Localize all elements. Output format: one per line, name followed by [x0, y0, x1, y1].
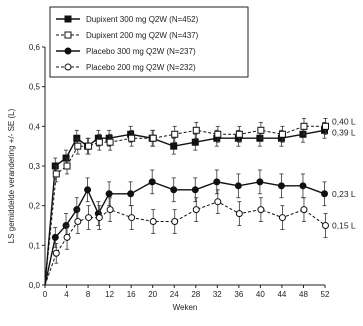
data-point — [214, 130, 222, 138]
data-point — [171, 218, 179, 226]
data-point — [277, 182, 285, 190]
y-tick-label: 0,2 — [29, 202, 41, 211]
data-point — [128, 214, 136, 222]
y-tick-label: 0,6 — [29, 43, 41, 52]
x-tick-label: 40 — [256, 290, 265, 299]
legend: Dupixent 300 mg Q2W (N=452) Dupixent 200 … — [49, 6, 249, 78]
data-point — [257, 206, 265, 214]
x-tick-label: 24 — [170, 290, 179, 299]
x-tick-label: 4 — [64, 290, 69, 299]
data-point — [95, 138, 103, 146]
x-tick-label: 16 — [127, 290, 136, 299]
y-tick-label: 0,4 — [29, 122, 41, 131]
data-point — [63, 162, 71, 170]
data-point — [63, 233, 71, 241]
data-point — [128, 134, 136, 142]
data-point — [148, 178, 156, 186]
data-point — [300, 206, 308, 214]
x-axis-ticks: 0 4 8 12 16 20 24 28 32 36 40 44 48 52 — [43, 285, 330, 299]
legend-item: Placebo 300 mg Q2W (N=237) — [56, 47, 196, 56]
end-value-label: 0,23 L — [332, 189, 356, 199]
data-point — [84, 186, 92, 194]
data-point — [191, 138, 199, 146]
data-point — [234, 182, 242, 190]
y-axis-label: LS gemiddelde verandering +/- SE (L) — [7, 108, 16, 243]
data-point — [106, 206, 114, 214]
data-point — [64, 31, 72, 39]
data-point — [85, 214, 93, 222]
legend-label: Placebo 300 mg Q2W (N=237) — [86, 47, 196, 56]
y-tick-label: 0,0 — [29, 281, 41, 290]
x-tick-label: 0 — [43, 290, 48, 299]
data-point — [321, 190, 328, 198]
data-point — [170, 186, 178, 194]
data-point — [192, 206, 200, 214]
y-tick-label: 0,1 — [29, 241, 41, 250]
data-point — [85, 142, 93, 150]
y-tick-label: 0,3 — [29, 162, 41, 171]
legend-label: Dupixent 200 mg Q2W (N=437) — [86, 31, 199, 40]
data-point — [74, 218, 82, 226]
data-point — [192, 126, 200, 134]
legend-item: Dupixent 300 mg Q2W (N=452) — [56, 15, 199, 24]
data-point — [322, 222, 329, 229]
series-line — [44, 201, 326, 286]
data-point — [299, 182, 307, 190]
x-tick-label: 48 — [299, 290, 308, 299]
end-labels: 0,39 L0,40 L 0,23 L 0,15 L — [332, 117, 356, 231]
series-2 — [44, 118, 329, 286]
data-point — [105, 190, 113, 198]
series-layer — [44, 118, 329, 286]
data-point — [74, 142, 82, 150]
data-point — [127, 190, 135, 198]
data-point — [170, 142, 178, 150]
x-tick-label: 44 — [277, 290, 286, 299]
data-point — [64, 15, 72, 23]
x-tick-label: 12 — [105, 290, 114, 299]
y-axis-ticks: 0,0 0,1 0,2 0,3 0,4 0,5 0,6 — [29, 43, 45, 290]
series-3 — [44, 169, 328, 286]
data-point — [256, 178, 264, 186]
data-point — [106, 138, 114, 146]
legend-item: Dupixent 200 mg Q2W (N=437) — [56, 31, 199, 40]
data-point — [214, 198, 222, 206]
data-point — [235, 130, 243, 138]
data-point — [278, 214, 286, 222]
data-point — [149, 134, 157, 142]
x-tick-label: 32 — [213, 290, 222, 299]
data-point — [149, 218, 157, 226]
data-point — [322, 122, 329, 130]
data-point — [171, 130, 179, 138]
end-value-label: 0,40 L — [332, 117, 356, 127]
x-tick-label: 36 — [234, 290, 243, 299]
series-line — [44, 125, 326, 286]
data-point — [52, 249, 60, 257]
data-point — [300, 122, 308, 130]
legend-box — [49, 6, 249, 78]
series-4 — [44, 189, 329, 286]
data-point — [278, 130, 286, 138]
y-tick-label: 0,5 — [29, 83, 41, 92]
data-point — [51, 233, 59, 241]
data-point — [191, 186, 199, 194]
data-point — [257, 126, 265, 134]
data-point — [95, 214, 103, 222]
x-tick-label: 8 — [86, 290, 91, 299]
x-tick-label: 20 — [148, 290, 157, 299]
data-point — [52, 170, 60, 178]
legend-label: Placebo 200 mg Q2W (N=232) — [86, 63, 196, 72]
data-point — [64, 63, 72, 71]
x-tick-label: 52 — [321, 290, 330, 299]
x-tick-label: 28 — [191, 290, 200, 299]
data-point — [235, 210, 243, 218]
legend-item: Placebo 200 mg Q2W (N=232) — [56, 63, 196, 72]
end-value-label: 0,15 L — [332, 221, 356, 231]
end-value-label: 0,39 L — [332, 127, 356, 137]
data-point — [213, 178, 221, 186]
x-axis-label: Weken — [173, 303, 198, 312]
data-point — [64, 47, 72, 55]
legend-label: Dupixent 300 mg Q2W (N=452) — [86, 15, 199, 24]
